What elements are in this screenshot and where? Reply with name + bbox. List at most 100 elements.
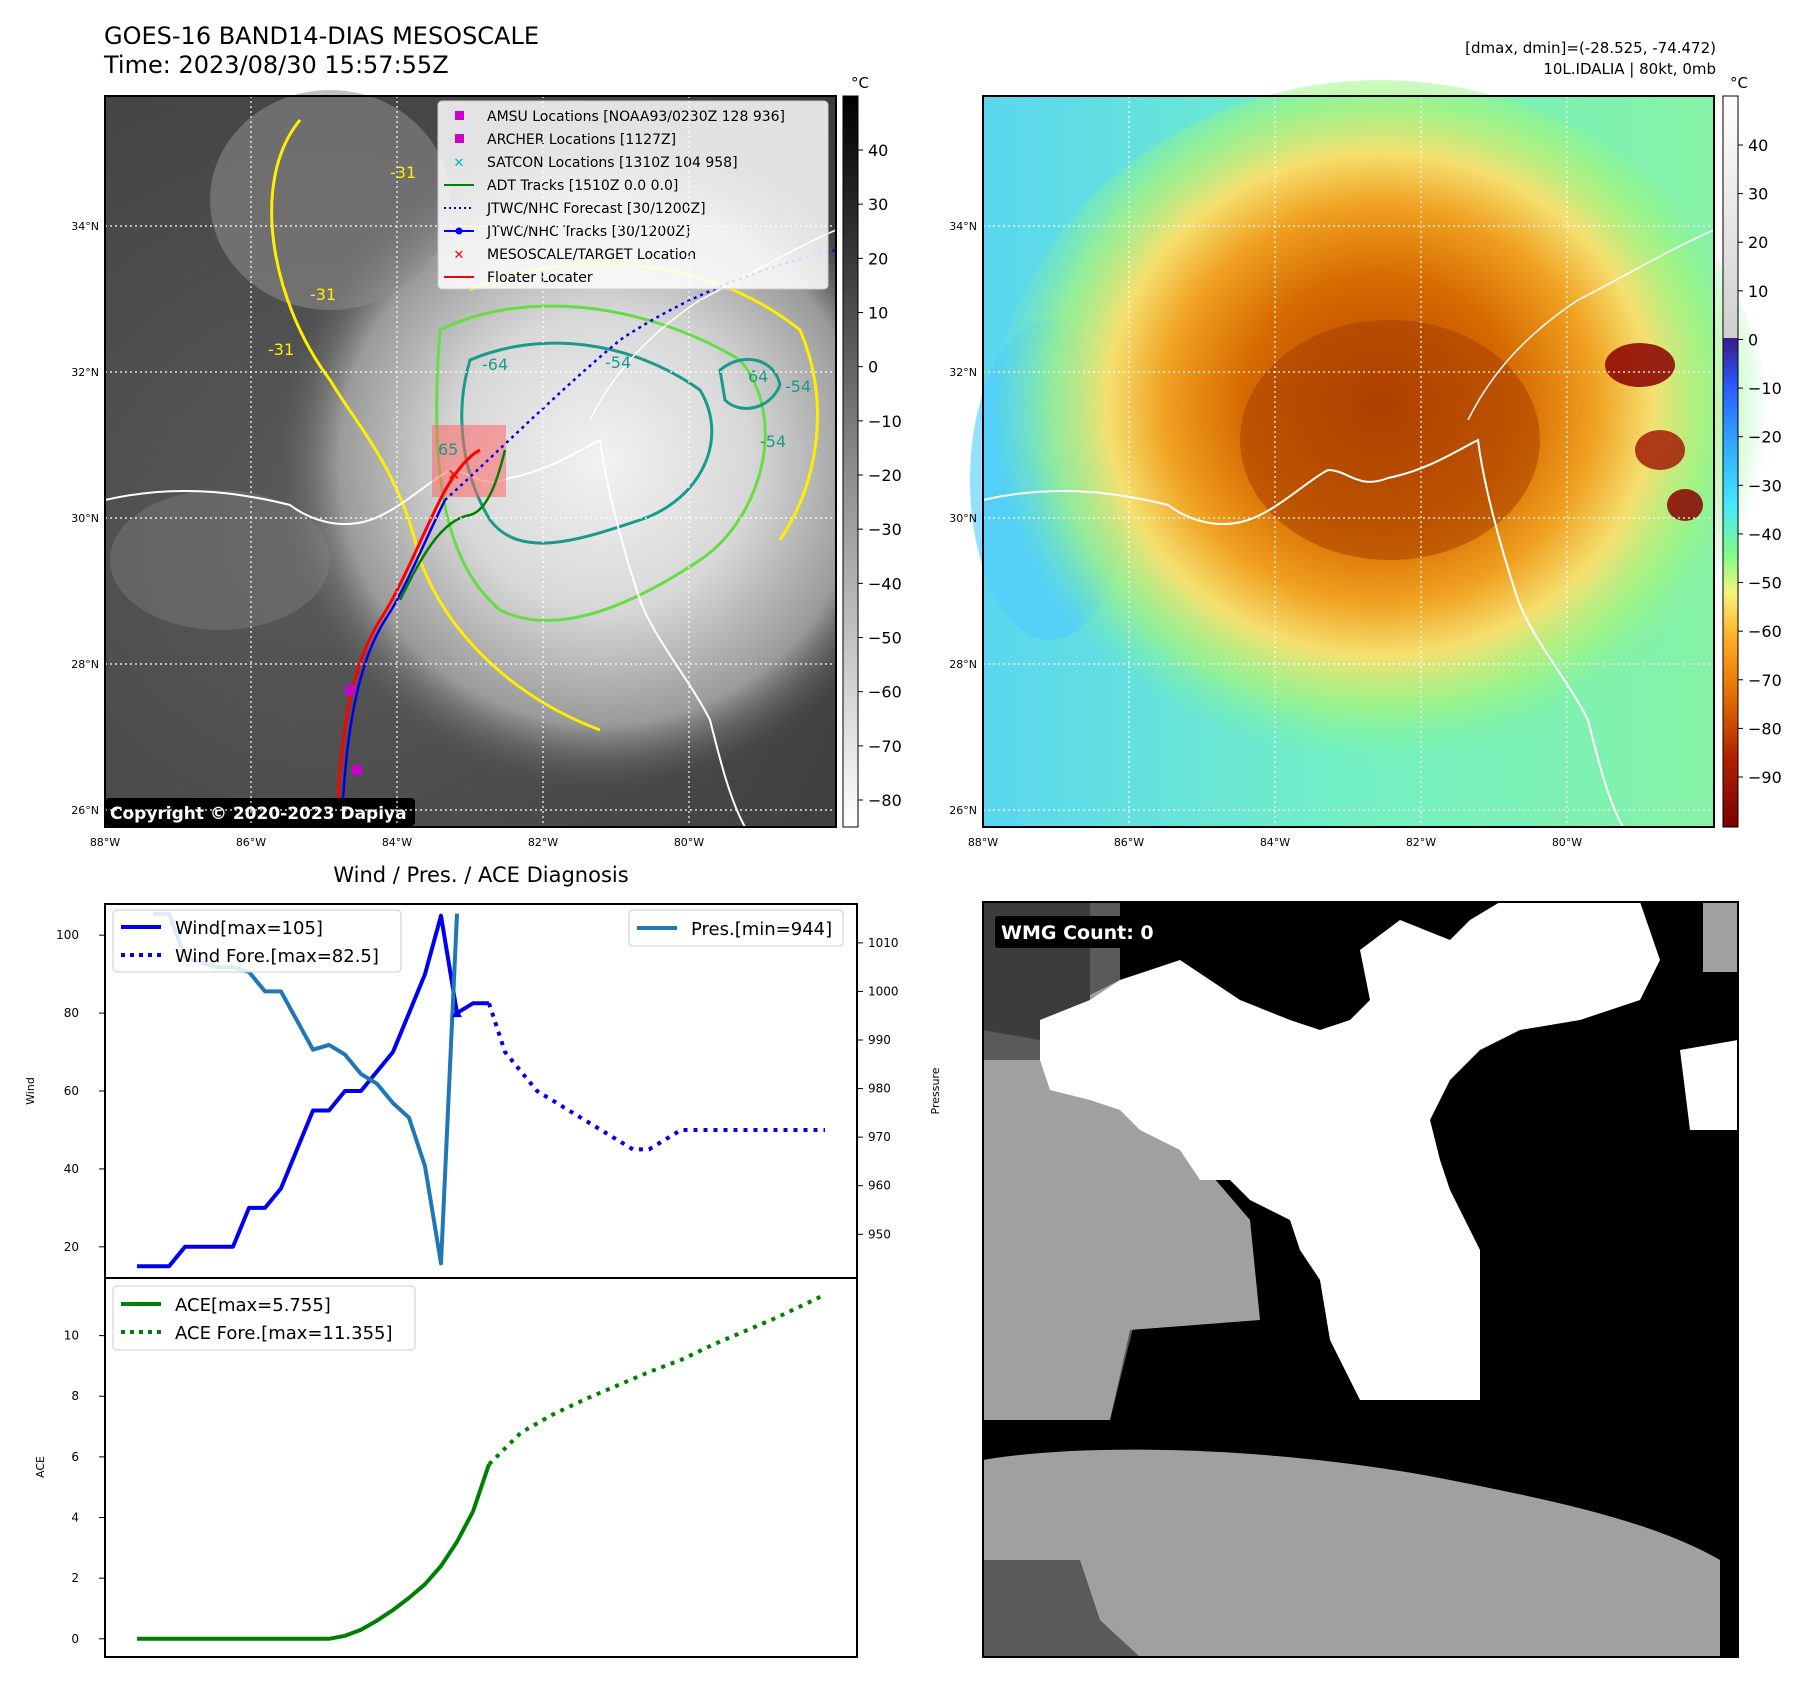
wind-legend-label: Wind[max=105] <box>175 918 323 939</box>
ace-ytick-label: 10 <box>64 1329 79 1343</box>
lat-tick-label: 28°N <box>949 658 977 671</box>
legend-label: JTWC/NHC Forecast [30/1200Z] <box>486 201 706 217</box>
ir-contour-64-east <box>718 357 782 410</box>
jtwc-track <box>341 499 447 801</box>
colorbar-tick-label: 0 <box>868 358 878 377</box>
legend-marker-dot <box>455 227 463 235</box>
pressure-ytick-label: 1010 <box>868 936 899 950</box>
pressure-ytick-label: 1000 <box>868 984 899 998</box>
contour-label: -64 <box>482 355 508 374</box>
wmg-gray-corner <box>1703 902 1738 972</box>
wmg-white-region <box>1040 902 1660 1400</box>
ace-ytick-label: 6 <box>71 1450 79 1464</box>
color-map-panel: 34°N 32°N 30°N 28°N 26°N 88°W 86°W 84°W 82°W 80°… <box>949 80 1770 849</box>
wind-forecast-line <box>487 1002 825 1152</box>
figure-time: Time: 2023/08/30 15:57:55Z <box>103 51 449 79</box>
colorbar-tick-label: −70 <box>1748 671 1782 690</box>
ace-legend-box <box>112 1285 416 1351</box>
pressure-legend-label: Pres.[min=944] <box>691 919 832 940</box>
wmg-frame <box>982 901 1739 1658</box>
gray-colorbar-unit: °C <box>851 74 869 92</box>
color-colorbar: °C 40 30 20 10 0 −10 −20 −30 −40 −50 −60 −70 −80 −90 <box>1722 74 1782 828</box>
lon-tick-label: 86°W <box>236 836 266 849</box>
colorbar-tick-label: −90 <box>1748 768 1782 787</box>
colorbar-tick-label: −40 <box>868 574 902 593</box>
contour-label: -31 <box>390 163 416 182</box>
color-colorbar-frame <box>1722 95 1739 828</box>
colorbar-tick-label: 10 <box>868 304 888 323</box>
copyright-text: Copyright © 2020-2023 Dapiya <box>110 804 407 824</box>
lat-tick-label: 26°N <box>949 804 977 817</box>
wmg-count-badge <box>995 916 1180 948</box>
wind-ytick-label: 20 <box>64 1240 79 1254</box>
ir-coastline <box>104 438 746 828</box>
ir-cloud-band-nw <box>210 90 450 310</box>
pressure-legend-box <box>628 909 844 947</box>
legend-marker <box>455 134 464 143</box>
legend-label: JTWC/NHC Tracks [30/1200Z] <box>486 224 690 240</box>
color-cold-top <box>1635 430 1685 470</box>
legend-label: AMSU Locations [NOAA93/0230Z 128 936] <box>487 109 785 125</box>
wind-legend-box <box>112 909 402 973</box>
floater-locater-track <box>336 448 481 801</box>
ir-map-frame <box>104 95 837 828</box>
archer-marker <box>352 765 362 775</box>
contour-label: -31 <box>268 340 294 359</box>
lat-tick-label: 30°N <box>949 512 977 525</box>
colorbar-tick-label: −20 <box>868 466 902 485</box>
color-colorbar-warm <box>1723 96 1738 338</box>
wmg-white-region-east <box>1680 1040 1738 1130</box>
wind-end-marker <box>452 1008 462 1018</box>
contour-label: -54 <box>760 432 786 451</box>
pressure-ytick-label: 950 <box>868 1227 891 1241</box>
lon-tick-label: 88°W <box>968 836 998 849</box>
colorbar-tick-label: −20 <box>1748 428 1782 447</box>
legend-label: Floater Locater <box>487 270 593 286</box>
colorbar-tick-label: 40 <box>868 141 888 160</box>
ace-ytick-label: 4 <box>71 1511 79 1525</box>
ace-forecast-line <box>487 1292 826 1466</box>
wind-ytick-label: 80 <box>64 1006 79 1020</box>
copyright-badge <box>105 798 415 826</box>
color-colorbar-cold <box>1723 338 1738 827</box>
legend-marker: ✕ <box>454 248 465 263</box>
colorbar-tick-label: 10 <box>1748 282 1768 301</box>
map-legend-box <box>437 100 829 290</box>
colorbar-tick-label: −10 <box>868 412 902 431</box>
colorbar-tick-label: −50 <box>868 629 902 648</box>
contour-label: -54 <box>785 377 811 396</box>
colorbar-tick-label: −30 <box>868 520 902 539</box>
contour-label: 64 <box>748 367 768 386</box>
contour-label: 65 <box>438 440 458 459</box>
lon-tick-label: 80°W <box>674 836 704 849</box>
color-state-border <box>1467 229 1715 421</box>
colorbar-tick-label: −60 <box>868 683 902 702</box>
colorbar-tick-label: −80 <box>868 791 902 810</box>
ace-forecast-legend-label: ACE Fore.[max=11.355] <box>175 1323 393 1344</box>
wind-forecast-legend-label: Wind Fore.[max=82.5] <box>175 946 379 967</box>
diagnosis-title: Wind / Pres. / ACE Diagnosis <box>333 863 628 887</box>
ace-legend-label: ACE[max=5.755] <box>175 1295 331 1316</box>
ace-line <box>137 1463 491 1641</box>
ace-axis-label: ACE <box>34 1456 47 1478</box>
legend-label: ARCHER Locations [1127Z] <box>487 132 676 148</box>
wind-legend: Wind[max=105] Wind Fore.[max=82.5] <box>112 909 402 973</box>
colorbar-tick-label: 20 <box>1748 233 1768 252</box>
colorbar-tick-label: −10 <box>1748 379 1782 398</box>
lon-tick-label: 82°W <box>528 836 558 849</box>
legend-label: SATCON Locations [1310Z 104 958] <box>487 155 738 171</box>
colorbar-tick-label: 20 <box>868 249 888 268</box>
pressure-ytick-label: 970 <box>868 1130 891 1144</box>
lon-tick-label: 86°W <box>1114 836 1144 849</box>
gray-colorbar-bar <box>842 95 859 828</box>
color-cold-top <box>1667 489 1703 521</box>
amsu-marker <box>345 685 355 695</box>
lon-tick-label: 84°W <box>1260 836 1290 849</box>
wmg-panel: WMG Count: 0 <box>982 901 1739 1658</box>
wmg-gray-region-sw <box>983 1560 1140 1657</box>
lat-tick-label: 26°N <box>71 804 99 817</box>
colorbar-tick-label: 30 <box>1748 185 1768 204</box>
colorbar-tick-label: 30 <box>868 195 888 214</box>
ace-ytick-label: 2 <box>71 1571 79 1585</box>
